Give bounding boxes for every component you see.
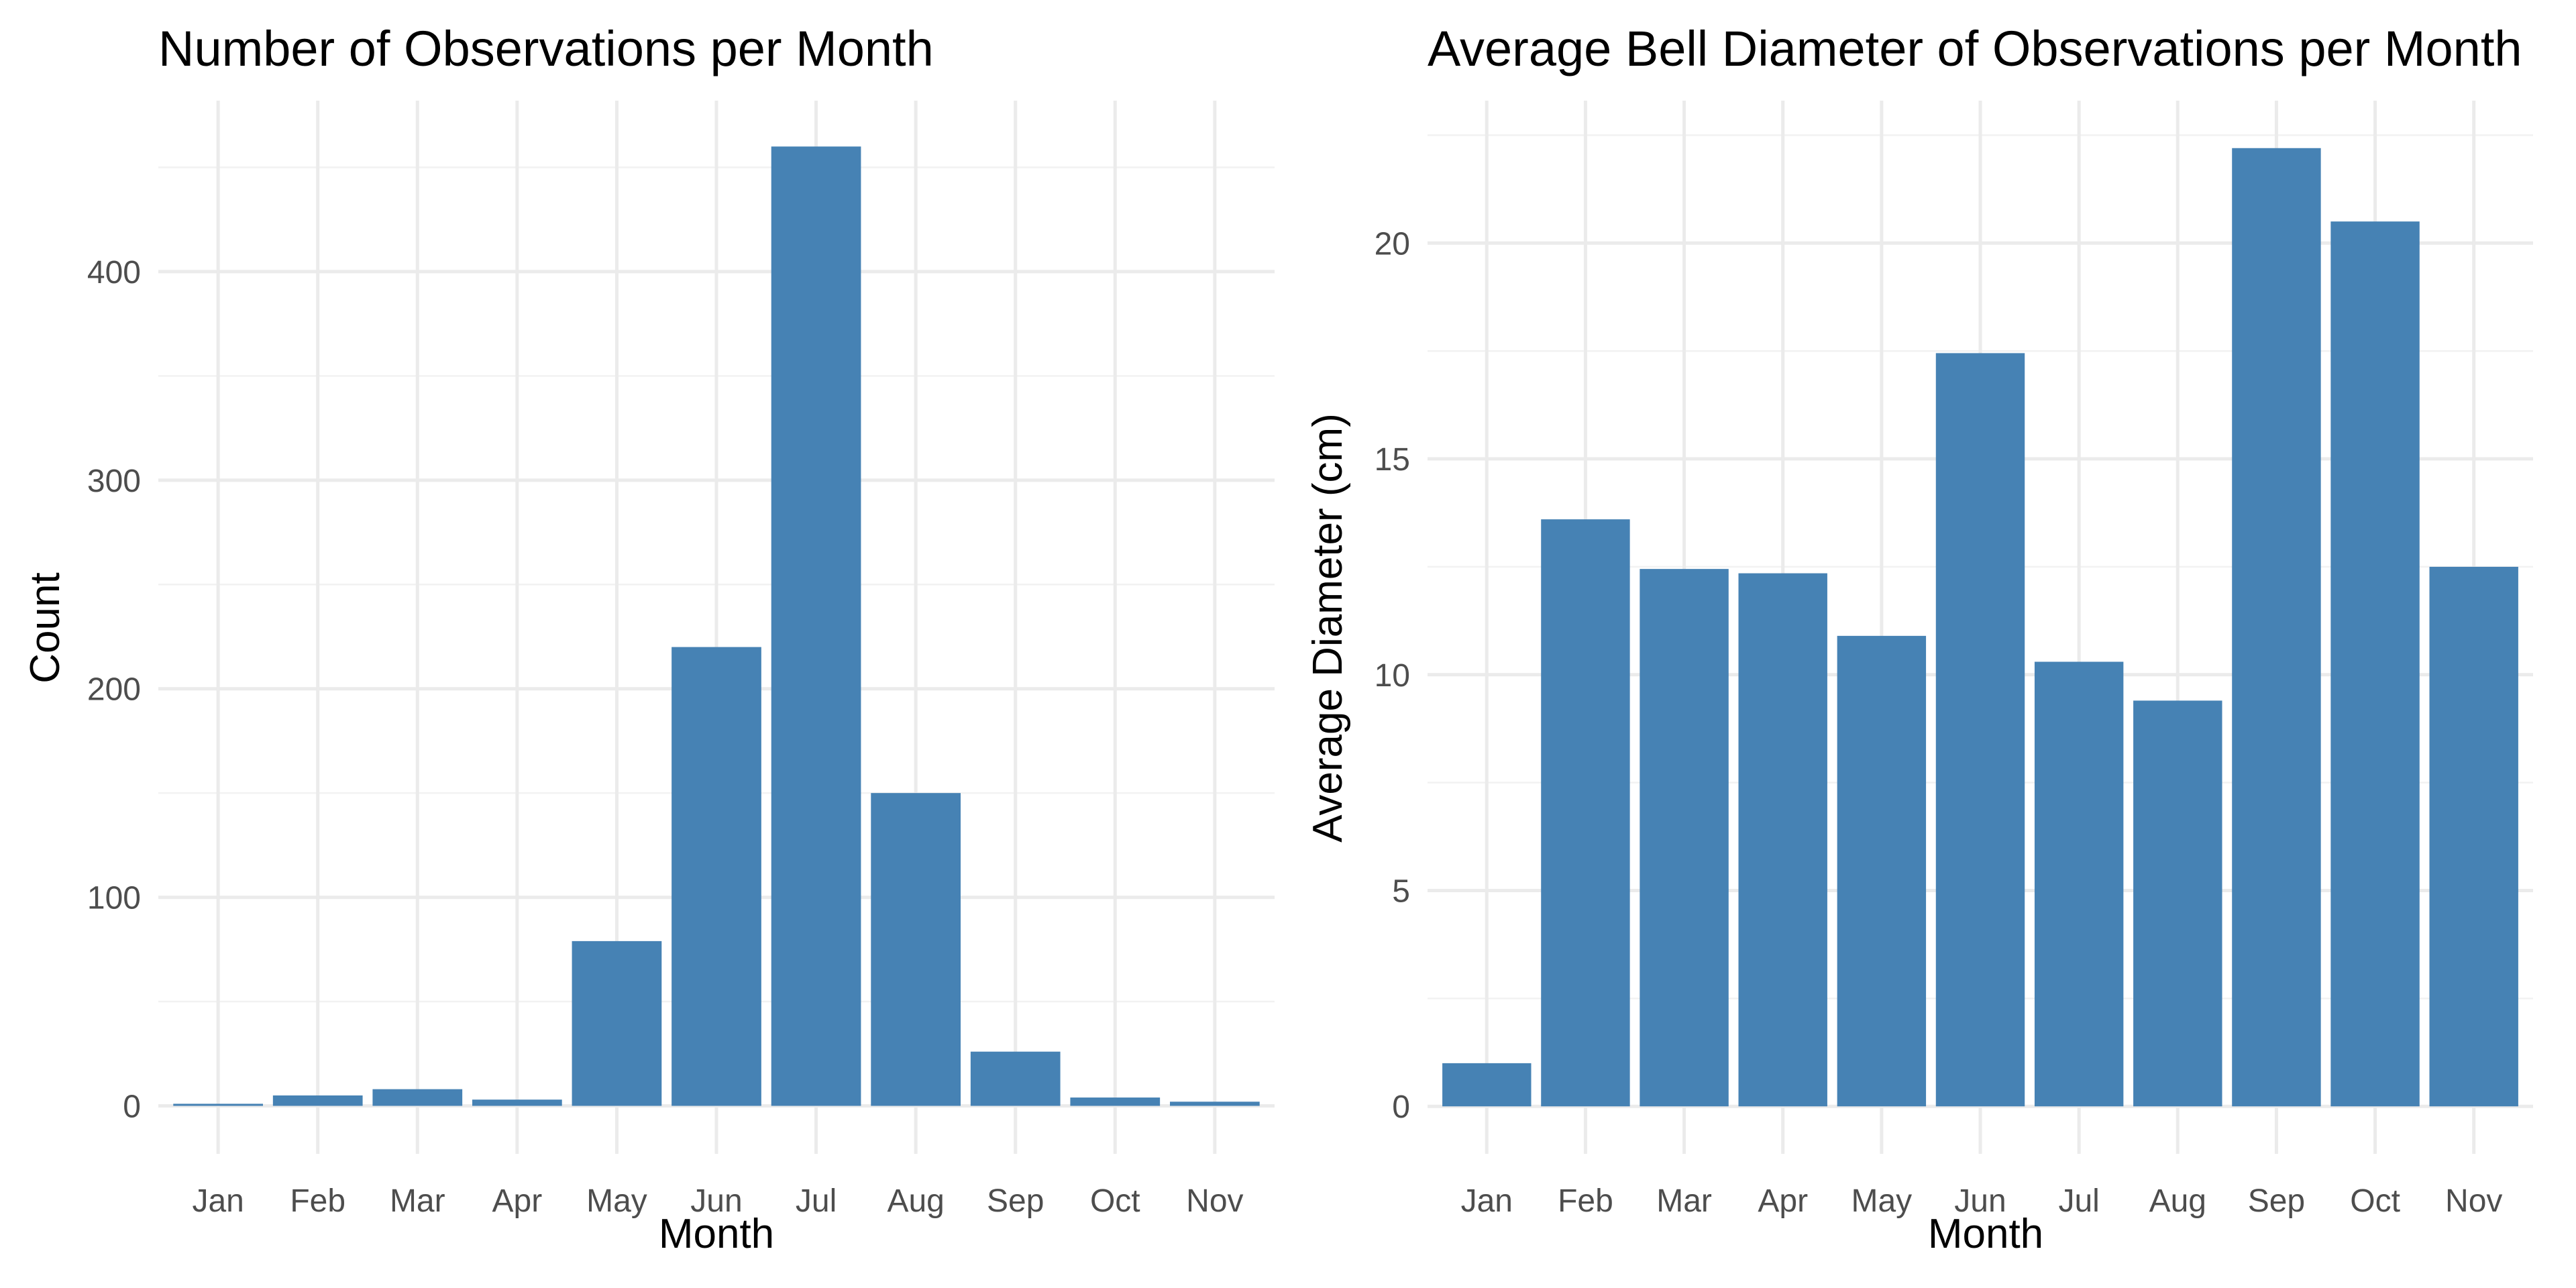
y-tick-label: 20 (1375, 226, 1410, 262)
x-tick-label: Oct (2350, 1183, 2400, 1219)
bar-feb (1541, 519, 1630, 1107)
y-tick-label: 100 (87, 881, 141, 916)
y-tick-label: 5 (1392, 874, 1410, 910)
bar-mar (1640, 569, 1729, 1107)
y-tick-label: 0 (123, 1089, 141, 1124)
bar-mar (372, 1089, 463, 1106)
bar-oct (2330, 221, 2420, 1107)
x-tick-label: Feb (290, 1183, 345, 1219)
y-tick-label: 10 (1375, 658, 1410, 694)
y-tick-label: 15 (1375, 442, 1410, 478)
x-tick-label: Jun (1954, 1183, 2006, 1219)
x-tick-label: May (1851, 1183, 1913, 1219)
bar-jul (2034, 661, 2124, 1107)
x-tick-label: Jul (796, 1183, 837, 1219)
x-tick-label: Jul (2058, 1183, 2099, 1219)
x-tick-label: Aug (887, 1183, 944, 1219)
x-axis-label: Month (659, 1211, 774, 1257)
observations-count-chart: 0 100 200 300 400 Jan Feb Mar Apr May Jun Jul Aug Se… (22, 21, 1275, 1257)
bar-jan (1442, 1063, 1532, 1107)
bar-feb (272, 1095, 363, 1106)
y-axis-label: Count (22, 572, 68, 683)
bar-may (1837, 635, 1927, 1107)
x-tick-label: Apr (492, 1183, 543, 1219)
x-tick-label: Nov (1186, 1183, 1243, 1219)
bar-aug (2133, 700, 2222, 1107)
bar-may (572, 941, 662, 1106)
x-axis-label: Month (1928, 1211, 2043, 1257)
x-tick-label: Jun (690, 1183, 742, 1219)
x-tick-label: Aug (2149, 1183, 2206, 1219)
bar-nov (1170, 1102, 1260, 1106)
x-tick-label: Sep (2248, 1183, 2305, 1219)
bar-apr (472, 1099, 562, 1106)
x-tick-label: Feb (1558, 1183, 1613, 1219)
x-tick-label: Apr (1758, 1183, 1808, 1219)
x-tick-label: Nov (2445, 1183, 2502, 1219)
chart-title: Number of Observations per Month (158, 21, 934, 76)
y-tick-label: 300 (87, 464, 141, 499)
chart-title: Average Bell Diameter of Observations pe… (1428, 21, 2522, 76)
x-tick-label: Sep (987, 1183, 1044, 1219)
bar-jun (672, 647, 761, 1106)
bar-sep (2232, 148, 2321, 1107)
bar-oct (1070, 1097, 1161, 1106)
y-axis-label: Average Diameter (cm) (1305, 413, 1351, 843)
x-tick-label: Jan (1461, 1183, 1513, 1219)
x-tick-label: May (586, 1183, 647, 1219)
x-tick-label: Mar (390, 1183, 445, 1219)
bar-jul (771, 146, 861, 1106)
y-tick-label: 200 (87, 672, 141, 708)
bar-aug (871, 793, 961, 1106)
bar-sep (970, 1051, 1061, 1106)
bar-nov (2429, 566, 2518, 1107)
y-tick-label: 0 (1392, 1089, 1410, 1125)
bar-jan (173, 1104, 263, 1106)
x-tick-label: Oct (1090, 1183, 1140, 1219)
x-tick-label: Jan (192, 1183, 244, 1219)
bar-jun (1935, 353, 2025, 1107)
y-tick-label: 400 (87, 255, 141, 290)
x-tick-label: Mar (1656, 1183, 1712, 1219)
bar-apr (1738, 573, 1827, 1107)
average-diameter-chart: 0 5 10 15 20 Jan Feb Mar Apr May Jun Jul Aug Sep Oct N… (1305, 21, 2533, 1257)
